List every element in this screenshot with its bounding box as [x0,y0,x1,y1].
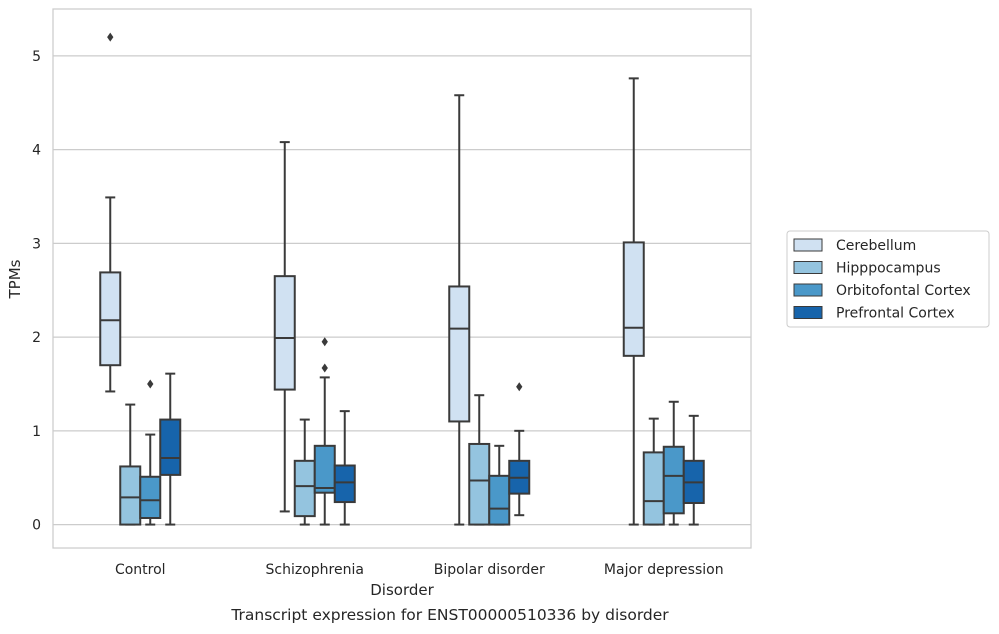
outlier-point [107,32,114,42]
x-axis-label: Disorder [370,581,434,599]
legend-items: Cerebellum Hipppocampus Orbitofontal Corte… [793,238,971,322]
legend-swatch [793,283,823,297]
box-iqr [313,444,336,494]
box [488,444,511,526]
box-iqr [622,241,645,357]
y-tick-label: 2 [32,330,41,346]
boxes [99,32,705,526]
legend-swatch [793,261,823,274]
box-iqr [119,465,142,526]
figure-caption: Transcript expression for ENST0000051033… [231,606,669,624]
y-tick-label: 1 [32,424,41,440]
box-iqr [468,442,491,526]
box-iqr [293,459,316,518]
box [119,403,142,526]
y-tick-label: 3 [32,236,41,252]
box [642,417,665,526]
outlier-point [147,379,154,389]
box [333,410,356,526]
box [662,400,685,526]
box-iqr [448,285,471,423]
legend-frame [786,230,990,328]
outlier-point [321,363,328,373]
box-iqr [99,271,122,367]
box [159,372,182,526]
box-iqr [273,275,296,391]
legend-label: Orbitofontal Cortex [836,283,971,299]
box [293,418,316,526]
y-tick-label: 0 [32,518,41,534]
legend-label: Hipppocampus [836,261,941,277]
y-axis-label: TPMs [6,259,24,299]
y-tick-label: 4 [32,143,41,159]
box [508,382,531,517]
x-tick-label: Major depression [604,562,724,578]
box-iqr [159,418,182,476]
x-tick-label: Bipolar disorder [434,562,545,578]
box [99,32,122,393]
x-ticks: Control Schizophrenia Bipolar disorder Majo… [115,562,724,578]
box [682,414,705,526]
box [139,379,162,526]
y-ticks: 0 1 2 3 4 5 [32,49,41,534]
outlier-point [516,382,523,392]
box-iqr [333,464,356,504]
legend-label: Cerebellum [836,238,916,254]
legend-swatch [793,238,823,252]
plot-frame [52,8,752,549]
box-iqr [662,445,685,515]
box-iqr [642,451,665,526]
box [468,394,491,526]
box [448,94,471,526]
box [622,77,645,526]
box-iqr [488,474,511,526]
box [273,141,296,513]
legend: Cerebellum Hipppocampus Orbitofontal Corte… [786,230,990,328]
legend-label: Prefrontal Cortex [836,306,955,322]
legend-swatch [793,306,823,319]
outlier-point [321,337,328,347]
y-tick-label: 5 [32,49,41,65]
x-tick-label: Control [115,562,166,578]
box-iqr [139,475,162,520]
x-tick-label: Schizophrenia [266,562,364,578]
